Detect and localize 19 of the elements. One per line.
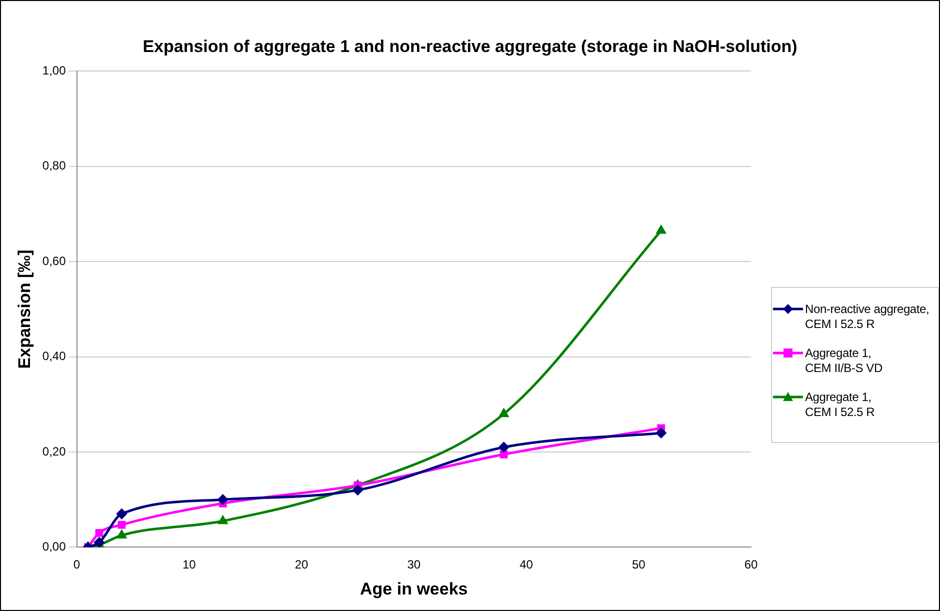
y-tick-label: 1,00: [42, 64, 66, 78]
x-tick-label: 60: [744, 558, 758, 572]
y-tick-label: 0,20: [42, 444, 66, 458]
y-tick-label: 0,40: [42, 349, 66, 364]
x-tick-label: 30: [407, 558, 421, 572]
x-axis-title: Age in weeks: [360, 579, 468, 598]
x-tick-label: 40: [520, 558, 534, 572]
y-tick-label: 0,60: [42, 254, 66, 268]
y-tick-label: 0,00: [42, 540, 66, 554]
chart-title: Expansion of aggregate 1 and non-reactive aggregate (storage in NaOH-solution): [142, 37, 798, 57]
x-tick-label: 50: [632, 558, 646, 572]
x-tick-label: 10: [182, 558, 196, 572]
legend-label: Non-reactive aggregate, CEM I 52.5 R: [805, 302, 930, 332]
x-tick-label: 0: [73, 558, 80, 572]
x-tick-label: 20: [294, 558, 308, 572]
legend-label: Aggregate 1, CEM I 52.5 R: [805, 390, 875, 420]
legend-label: Aggregate 1, CEM II/B-S VD: [805, 346, 882, 376]
y-tick-label: 0,80: [42, 158, 66, 173]
y-axis-title: Expansion [‰]: [14, 250, 34, 369]
